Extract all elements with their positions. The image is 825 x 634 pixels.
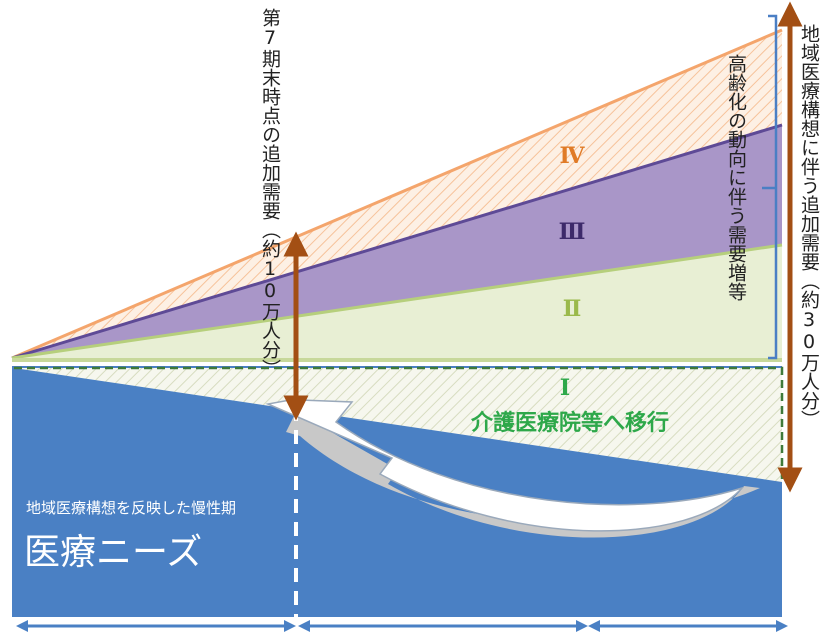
zone-4-edge [11,28,783,360]
chronic-main-title: 医療ニーズ [24,532,203,573]
zone-1-area [14,368,782,482]
zone-3-edge [11,123,783,360]
zone-1-label: Ⅰ [559,375,571,401]
seventh-period-demand-label: 第7期末時点の追加需要（約10万人分） [259,8,281,378]
zone-2-edge [11,243,783,360]
zone-2-label: Ⅱ [562,296,582,322]
aging-bracket [762,14,778,360]
zone-4-label: Ⅳ [559,143,585,169]
regional-demand-label: 地域医療構想に伴う追加需要（約30万人分） [798,24,820,429]
zone-3-label: Ⅲ [558,219,586,245]
aging-increase-label: 高齢化の動向に伴う需要増等 [725,54,747,301]
transfer-label: 介護医療院等へ移行 [471,411,670,436]
chronic-subtitle: 地域医療構想を反映した慢性期 [26,499,237,517]
